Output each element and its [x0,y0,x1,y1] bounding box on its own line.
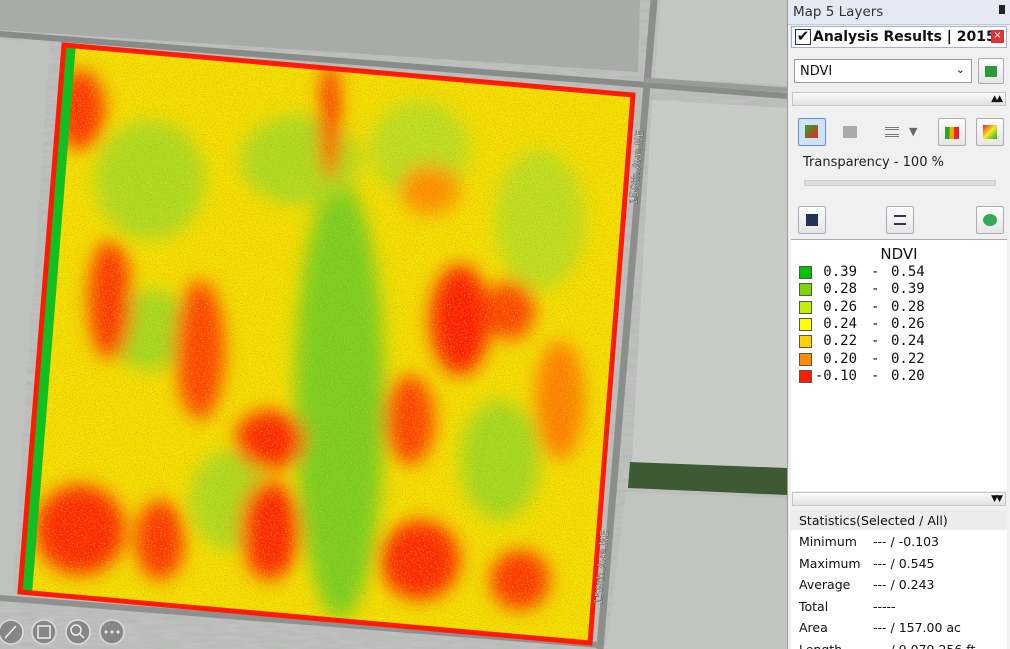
legend-low: -0.10 [814,367,857,384]
legend-swatch [799,335,812,349]
index-dropdown[interactable]: NDVI ⌄ [794,59,972,83]
stat-label: Length [799,642,842,649]
classes-dropdown[interactable]: ▼ [876,118,928,146]
legend-high: 0.24 [891,333,925,350]
layer-checkbox[interactable]: ✔ [795,27,811,45]
legend-swatch [799,266,812,279]
legend-item: 0.24-0.26 [799,316,999,332]
legend-high: 0.20 [891,367,925,384]
legend-high: 0.39 [891,281,925,298]
legend-separator: - [871,281,880,298]
legend-swatch [799,317,812,331]
layer-name: Analysis Results | 2015 [813,29,996,45]
legend-separator: - [871,367,880,384]
legend-style-button[interactable] [798,118,826,146]
legend-swatch [799,369,812,383]
field-east [632,100,787,470]
export-button[interactable] [798,206,826,234]
legend-high: 0.26 [891,315,925,332]
statistics: Statistics(Selected / All) Minimum --- / … [791,510,1007,649]
legend-low: 0.39 [823,264,857,280]
legend-low: 0.28 [823,281,857,298]
dropdown-value: NDVI [800,64,833,79]
stat-label: Total [799,598,829,614]
legend-item: 0.28-0.39 [799,281,999,297]
legend-high: 0.54 [891,264,925,280]
color-ramp-button[interactable] [976,118,1004,146]
legend-title: NDVI [880,245,918,263]
list-button[interactable] [886,206,914,234]
legend-swatch [799,283,812,297]
field-north [0,0,640,72]
stat-label: Minimum [799,534,857,549]
pin-button[interactable] [999,5,1005,14]
layer-row[interactable]: ✔ Analysis Results | 2015 × [791,26,1007,48]
legend-separator: - [871,333,880,350]
statistics-header: Statistics(Selected / All) [791,510,1007,530]
stat-value: ----- [873,598,896,614]
road [0,31,787,99]
panel-header: Map 5 Layers [788,0,1010,25]
legend-separator: - [871,350,880,367]
legend-item: 0.39-0.54 [799,264,999,280]
legend-low: 0.20 [823,350,857,367]
legend-separator: - [871,298,880,315]
stat-value: --- / -0.103 [873,534,939,549]
legend-swatch [799,300,812,314]
stat-label: Maximum [799,555,861,571]
field-boundary [17,42,636,646]
stat-value: --- / 0.545 [873,555,935,571]
histogram-button[interactable] [938,118,966,146]
road [596,0,658,649]
field-west [0,40,50,600]
legend-low: 0.22 [823,333,857,350]
panel-title: Map 5 Layers [793,4,884,20]
stat-value: --- / 0.243 [873,577,935,593]
expand-bar[interactable]: ▼▼ [792,492,1006,506]
legend-separator: - [871,264,880,280]
stat-label: Area [799,620,828,636]
field-se [606,492,787,649]
dropdown-arrow: ⌄ [955,63,965,76]
zoom-tool[interactable] [65,619,91,645]
remove-layer-button[interactable]: × [991,30,1004,43]
road [644,77,787,93]
legend-separator: - [871,315,880,332]
stat-value: --- / 157.00 ac [873,620,961,636]
collapse-bar[interactable]: ▲▲ [792,92,1006,106]
legend-item: 0.22-0.24 [799,333,999,349]
legend: NDVI 0.39-0.54 0.28-0.39 0.26-0.28 0.24-0.2… [791,239,1007,491]
layers-panel: Map 5 Layers ✔ Analysis Results | 2015 ×… [787,0,1010,649]
stat-label: Average [799,577,851,593]
3d-button[interactable] [836,118,864,146]
statistics-title: Statistics(Selected / All) [799,513,948,528]
ndvi-field [20,45,633,643]
transparency-label: Transparency - 100 % [803,155,944,170]
legend-high: 0.28 [891,298,925,315]
legend-low: 0.24 [823,315,857,332]
legend-item: 0.20-0.22 [799,351,999,367]
legend-swatch [799,352,812,366]
apply-button[interactable] [978,58,1004,84]
tree-row [628,462,787,495]
transparency-slider[interactable] [804,180,996,186]
legend-item: -0.10-0.20 [799,368,999,384]
prescription-button[interactable] [976,206,1004,234]
map-view[interactable]: 159th Ave NE 159th Ave NE [0,0,787,649]
legend-low: 0.26 [823,298,857,315]
layers-tool[interactable] [31,619,57,645]
legend-high: 0.22 [891,350,925,367]
legend-item: 0.26-0.28 [799,299,999,315]
stat-value: --- / 9,079.256 ft [873,642,975,649]
field-ne [655,0,787,85]
